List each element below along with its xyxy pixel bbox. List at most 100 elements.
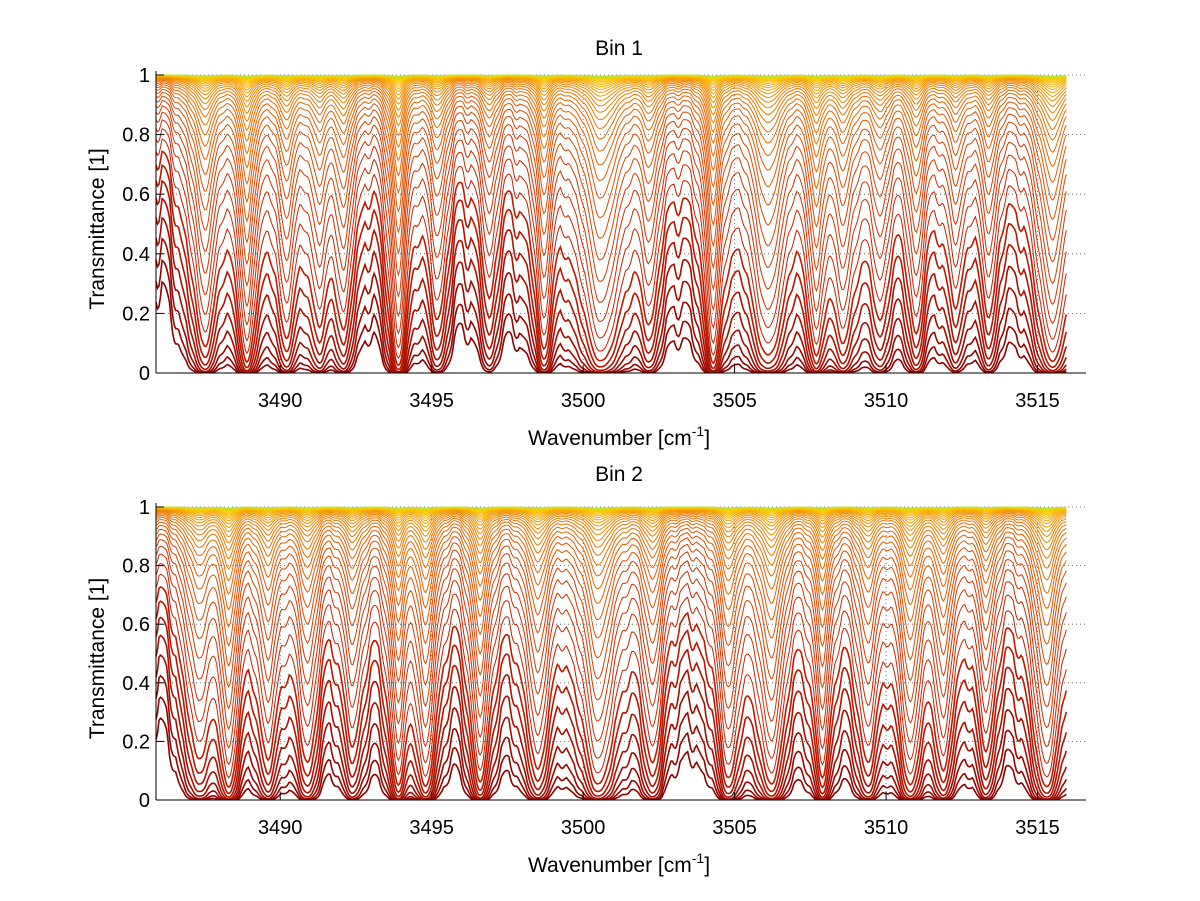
- bin2-series-12: [155, 545, 1067, 731]
- bin1-xlabel: Wavenumber [cm-1]: [528, 423, 710, 450]
- bin2-series-7: [155, 600, 1068, 795]
- bin1-series-23: [155, 79, 1067, 127]
- bin2-series-9: [155, 573, 1067, 779]
- bin1-series-27: [155, 76, 1067, 100]
- bin2-xtick-label-3500: 3500: [561, 817, 606, 839]
- bin1-series-22: [155, 79, 1067, 137]
- bin1-series-9: [155, 138, 1067, 360]
- bin1-series-11: [155, 119, 1067, 335]
- bin1-series-8: [155, 150, 1068, 367]
- bin1-series-14: [155, 100, 1067, 277]
- bin1-series-19: [155, 84, 1067, 177]
- bin2-series-26: [155, 509, 1067, 533]
- bin1-series-10: [155, 128, 1067, 349]
- bin2-xlabel-end: ]: [704, 854, 710, 877]
- bin2-ytick-label-2: 0.4: [122, 673, 150, 695]
- bin2-series-31: [155, 507, 1067, 517]
- bin2-series-13: [155, 539, 1067, 710]
- bin2-xtick-label-3490: 3490: [258, 817, 303, 839]
- bin2-ytick-label-5: 1: [139, 497, 150, 519]
- bin1-series-26: [155, 77, 1067, 105]
- bin2-series-20: [155, 514, 1067, 582]
- bin2-ylabel: Transmittance [1]: [86, 578, 109, 739]
- bin1-series-20: [155, 82, 1067, 162]
- bin1-xtick-label-3495: 3495: [409, 390, 454, 412]
- bin2-xlabel-sup: -1: [692, 850, 705, 866]
- bin1-subplot: 3490 3495 3500 3505 3510 3515 0 0.2 0.4 0.6 0.8 1 Bi…: [86, 37, 1086, 450]
- bin1-xlabel-main: Wavenumber [cm: [528, 427, 692, 450]
- bin1-series-17: [155, 88, 1067, 214]
- bin2-series-25: [155, 509, 1067, 538]
- bin1-xtick-label-3490: 3490: [258, 390, 303, 412]
- bin2-series-18: [155, 518, 1067, 611]
- bin1-series-12: [155, 111, 1067, 318]
- bin1-xtick-label-3500: 3500: [561, 390, 606, 412]
- bin1-ylabel: Transmittance [1]: [86, 148, 109, 309]
- bin2-ytick-label-3: 0.6: [122, 614, 150, 636]
- bin2-series-10: [155, 562, 1067, 766]
- bin1-series-31: [155, 75, 1067, 87]
- bin2-xlabel-main: Wavenumber [cm: [528, 854, 692, 877]
- bin1-series-group: [155, 74, 1068, 374]
- bin2-series-42: [156, 506, 1067, 509]
- bin1-title: Bin 1: [595, 37, 643, 60]
- bin2-xtick-label-3495: 3495: [409, 817, 454, 839]
- bin1-series-42: [156, 74, 1067, 77]
- bin1-series-28: [155, 76, 1067, 96]
- bin1-series-6: [155, 179, 1068, 373]
- bin2-ytick-label-0: 0: [139, 790, 150, 812]
- bin1-series-15: [155, 95, 1067, 256]
- bin2-title: Bin 2: [595, 463, 643, 486]
- bin2-series-19: [155, 516, 1067, 596]
- bin1-series-4: [155, 216, 1067, 374]
- bin2-xtick-label-3510: 3510: [864, 817, 909, 839]
- bin2-series-5: [155, 634, 1068, 800]
- bin1-xtick-label-3510: 3510: [864, 390, 909, 412]
- bin2-series-33: [156, 507, 1067, 514]
- bin1-ytick-label-0: 0: [139, 363, 150, 385]
- bin1-series-18: [155, 86, 1067, 195]
- bin1-series-7: [155, 164, 1068, 371]
- bin1-series-29: [155, 75, 1067, 92]
- bin1-series-30: [156, 75, 1067, 90]
- bin2-ytick-label-1: 0.2: [122, 731, 150, 753]
- bin1-ytick-label-2: 0.4: [122, 244, 150, 266]
- bin2-xtick-label-3505: 3505: [712, 817, 757, 839]
- bin2-series-24: [155, 510, 1067, 544]
- bin1-xlabel-sup: -1: [692, 423, 705, 439]
- bin1-xlabel-end: ]: [704, 427, 710, 450]
- bin2-xtick-label-3515: 3515: [1015, 817, 1060, 839]
- bin1-series-16: [155, 91, 1067, 234]
- bin1-xtick-label-3515: 3515: [1015, 390, 1060, 412]
- bin2-series-22: [155, 512, 1067, 560]
- bin1-ytick-label-1: 0.2: [122, 303, 150, 325]
- bin2-series-group: [155, 506, 1068, 801]
- bin2-series-17: [155, 521, 1067, 628]
- bin2-series-30: [155, 507, 1067, 519]
- bin1-series-13: [155, 105, 1067, 298]
- bin2-series-29: [155, 507, 1067, 522]
- bin2-series-11: [155, 553, 1067, 750]
- bin1-ytick-label-5: 1: [139, 65, 150, 87]
- bin2-ytick-label-4: 0.8: [122, 556, 150, 578]
- bin2-xlabel: Wavenumber [cm-1]: [528, 850, 710, 877]
- bin2-series-16: [155, 524, 1067, 647]
- bin2-series-21: [155, 513, 1067, 570]
- bin2-series-32: [155, 507, 1067, 516]
- bin1-xtick-label-3505: 3505: [712, 390, 757, 412]
- bin2-subplot: 3490 3495 3500 3505 3510 3515 0 0.2 0.4 0.6 0.8 1 Bi…: [86, 463, 1086, 877]
- bin1-ytick-label-3: 0.6: [122, 184, 150, 206]
- bin2-series-6: [155, 616, 1068, 799]
- bin2-series-4: [155, 653, 1068, 801]
- bin1-series-5: [155, 197, 1068, 374]
- bin1-series-25: [155, 77, 1067, 111]
- bin2-series-28: [155, 508, 1067, 525]
- bin2-series-8: [155, 585, 1068, 789]
- bin2-series-27: [155, 508, 1067, 528]
- bin1-series-24: [155, 78, 1067, 118]
- bin2-series-23: [155, 511, 1067, 551]
- bin2-series-14: [155, 533, 1067, 689]
- bin1-ytick-label-4: 0.8: [122, 125, 150, 147]
